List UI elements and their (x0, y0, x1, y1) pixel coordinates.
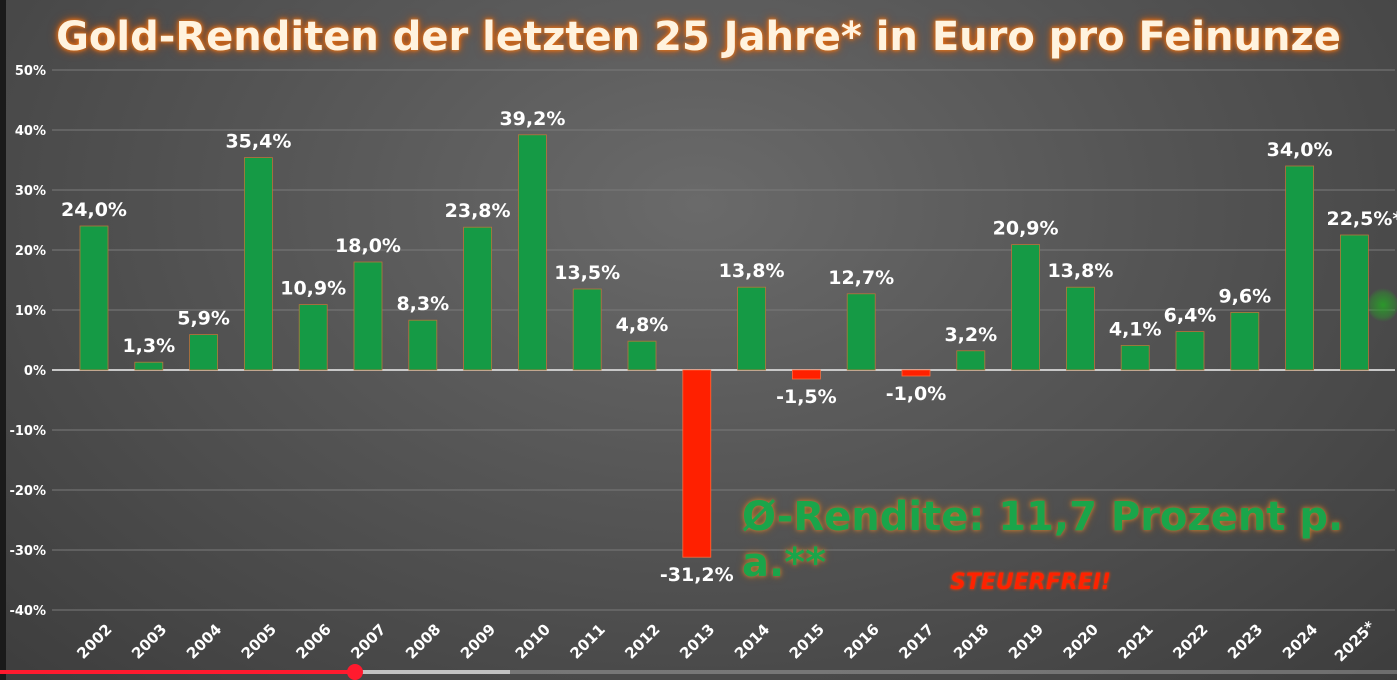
data-label: -31,2% (660, 564, 734, 586)
data-label: 18,0% (335, 235, 401, 257)
bar-2016 (846, 293, 876, 371)
bar-2022 (1175, 331, 1205, 371)
x-tick-label: 2020 (1060, 620, 1102, 662)
data-label: 6,4% (1164, 305, 1217, 327)
video-progress-played (0, 670, 355, 674)
x-tick-label: 2012 (621, 620, 663, 662)
tax-free-note: STEUERFREI! (950, 570, 1111, 595)
y-tick-label: 0% (24, 364, 46, 379)
y-tick-label: -40% (9, 604, 46, 619)
y-tick-label: 20% (15, 244, 46, 259)
data-label: 20,9% (993, 218, 1059, 240)
bar-2004 (189, 334, 219, 371)
data-label: 22,5%* (1326, 208, 1397, 230)
x-tick-label: 2002 (73, 620, 115, 662)
data-label: 4,8% (616, 314, 669, 336)
data-label: 39,2% (499, 108, 565, 130)
x-tick-label: 2013 (676, 620, 718, 662)
x-tick-label: 2022 (1169, 620, 1211, 662)
x-tick-label: 2016 (841, 620, 883, 662)
x-tick-label: 2024 (1279, 620, 1321, 662)
x-tick-label: 2005 (238, 620, 280, 662)
x-tick-label: 2009 (457, 620, 499, 662)
mouse-cursor-highlight (1368, 288, 1397, 322)
bar-2007 (353, 261, 383, 371)
bar-2014 (737, 286, 766, 371)
bar-2013 (682, 369, 712, 558)
bar-2015 (792, 369, 821, 380)
average-return-note: Ø-Rendite: 11,7 Prozent p. a.** (742, 494, 1344, 586)
x-tick-label: 2018 (950, 620, 992, 662)
x-tick-label: 2006 (293, 620, 335, 662)
x-tick-label: 2019 (1005, 620, 1047, 662)
x-tick-label: 2008 (402, 620, 444, 662)
bar-2019 (1011, 244, 1040, 371)
data-label: 9,6% (1218, 285, 1271, 307)
frame-left-edge (0, 0, 6, 680)
data-label: 13,8% (719, 260, 785, 282)
x-tick-label: 2011 (567, 620, 609, 662)
data-label: 12,7% (828, 267, 894, 289)
data-label: 24,0% (61, 199, 127, 221)
data-label: 10,9% (280, 278, 346, 300)
bar-2024 (1285, 165, 1314, 371)
bar-2003 (134, 361, 164, 371)
bar-2012 (627, 340, 657, 371)
x-tick-label: 2007 (347, 620, 389, 662)
bar-2025 (1340, 234, 1369, 371)
data-label: 23,8% (445, 200, 511, 222)
bar-2006 (298, 304, 328, 371)
bar-2009 (463, 226, 493, 371)
data-label: 1,3% (122, 335, 175, 357)
x-tick-label: 2021 (1115, 620, 1157, 662)
data-label: -1,0% (886, 383, 947, 405)
video-progress-scrubber[interactable] (346, 664, 363, 680)
x-tick-label: 2010 (512, 620, 554, 662)
bar-2021 (1120, 344, 1150, 371)
x-tick-label: 2023 (1224, 620, 1266, 662)
y-tick-label: -20% (9, 484, 46, 499)
data-label: 13,5% (554, 262, 620, 284)
y-tick-label: -30% (9, 544, 46, 559)
x-tick-label: 2017 (895, 620, 937, 662)
bar-2017 (901, 369, 931, 377)
data-label: 8,3% (396, 293, 449, 315)
x-tick-label: 2025* (1331, 617, 1379, 665)
bar-2018 (956, 350, 986, 371)
y-tick-label: 30% (15, 184, 46, 199)
data-label: 34,0% (1267, 139, 1333, 161)
bar-2008 (408, 319, 438, 371)
x-tick-label: 2003 (128, 620, 170, 662)
bar-2010 (518, 134, 547, 371)
y-tick-label: 50% (15, 64, 46, 79)
data-label: 4,1% (1109, 318, 1162, 340)
bar-2023 (1230, 311, 1260, 371)
data-label: 13,8% (1047, 260, 1113, 282)
data-label: 35,4% (225, 131, 291, 153)
x-tick-label: 2015 (786, 620, 828, 662)
data-label: 5,9% (177, 308, 230, 330)
bar-2002 (79, 225, 109, 371)
data-label: 3,2% (944, 324, 997, 346)
bar-2020 (1066, 286, 1095, 371)
x-tick-label: 2014 (731, 620, 773, 662)
y-tick-label: -10% (9, 424, 46, 439)
video-progress-bar[interactable] (0, 664, 1397, 680)
bar-2011 (572, 288, 602, 371)
x-tick-label: 2004 (183, 620, 225, 662)
video-progress-buffered (354, 670, 510, 674)
y-tick-label: 40% (15, 124, 46, 139)
bar-2005 (243, 157, 273, 371)
y-tick-label: 10% (15, 304, 46, 319)
chart-title: Gold-Renditen der letzten 25 Jahre* in E… (56, 14, 1341, 60)
data-label: -1,5% (776, 386, 837, 408)
